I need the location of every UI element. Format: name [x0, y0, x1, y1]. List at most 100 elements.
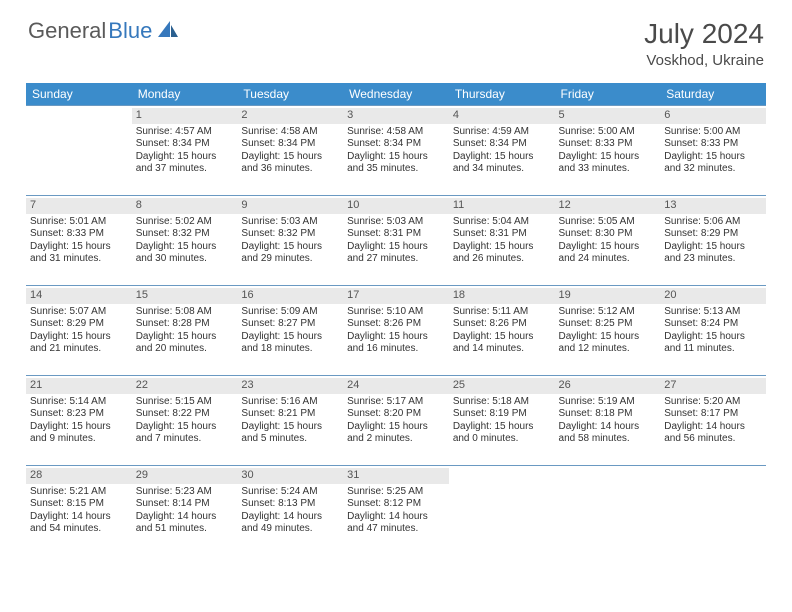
day-cell: 25 Sunrise: 5:18 AMSunset: 8:19 PMDayligh… — [449, 376, 555, 466]
sunset-line: Sunset: 8:32 PM — [241, 228, 339, 241]
day-number-bar: 25 — [449, 378, 555, 394]
sunset-line: Sunset: 8:32 PM — [136, 228, 234, 241]
day-number-bar: 15 — [132, 288, 238, 304]
day-number-bar: 5 — [555, 108, 661, 124]
day-cell: 12Sunrise: 5:05 AMSunset: 8:30 PMDayligh… — [555, 196, 661, 286]
sunset-line: Sunset: 8:34 PM — [347, 138, 445, 151]
day-number: 13 — [664, 199, 676, 211]
sunset-line: Sunset: 8:17 PM — [664, 408, 762, 421]
day-number: 19 — [559, 289, 571, 301]
location-label: Voskhod, Ukraine — [644, 52, 764, 69]
daylight-line: Daylight: 15 hours and 35 minutes. — [347, 151, 445, 176]
sunset-line: Sunset: 8:33 PM — [30, 228, 128, 241]
sunset-line: Sunset: 8:34 PM — [241, 138, 339, 151]
daylight-line: Daylight: 14 hours and 54 minutes. — [30, 511, 128, 536]
weekday-header-row: SundayMondayTuesdayWednesdayThursdayFrid… — [26, 83, 766, 106]
day-number: 16 — [241, 289, 253, 301]
day-number-bar: 2 — [237, 108, 343, 124]
day-number-bar: 12 — [555, 198, 661, 214]
day-cell: 20Sunrise: 5:13 AMSunset: 8:24 PMDayligh… — [660, 286, 766, 376]
day-cell: 28Sunrise: 5:21 AMSunset: 8:15 PMDayligh… — [26, 466, 132, 556]
empty-cell — [660, 466, 766, 556]
day-cell: 17Sunrise: 5:10 AMSunset: 8:26 PMDayligh… — [343, 286, 449, 376]
sunrise-line: Sunrise: 5:18 AM — [453, 396, 551, 409]
sunrise-line: Sunrise: 5:21 AM — [30, 486, 128, 499]
day-cell: 29Sunrise: 5:23 AMSunset: 8:14 PMDayligh… — [132, 466, 238, 556]
weekday-header: Tuesday — [237, 83, 343, 106]
day-cell: 4Sunrise: 4:59 AMSunset: 8:34 PMDaylight… — [449, 106, 555, 196]
day-number: 8 — [136, 199, 142, 211]
day-number-bar: 14 — [26, 288, 132, 304]
empty-cell — [26, 106, 132, 196]
day-number-bar: 4 — [449, 108, 555, 124]
sunrise-line: Sunrise: 5:10 AM — [347, 306, 445, 319]
brand-logo: GeneralBlue — [28, 18, 180, 44]
day-cell: 8Sunrise: 5:02 AMSunset: 8:32 PMDaylight… — [132, 196, 238, 286]
day-number-bar: 17 — [343, 288, 449, 304]
day-number: 21 — [30, 379, 42, 391]
sunset-line: Sunset: 8:19 PM — [453, 408, 551, 421]
sunrise-line: Sunrise: 5:01 AM — [30, 216, 128, 229]
sunset-line: Sunset: 8:18 PM — [559, 408, 657, 421]
sunrise-line: Sunrise: 5:00 AM — [559, 126, 657, 139]
day-number: 1 — [136, 109, 142, 121]
sunset-line: Sunset: 8:22 PM — [136, 408, 234, 421]
day-cell: 6Sunrise: 5:00 AMSunset: 8:33 PMDaylight… — [660, 106, 766, 196]
calendar-table: SundayMondayTuesdayWednesdayThursdayFrid… — [26, 83, 766, 556]
calendar-row: 21Sunrise: 5:14 AMSunset: 8:23 PMDayligh… — [26, 376, 766, 466]
empty-cell — [555, 466, 661, 556]
day-cell: 11Sunrise: 5:04 AMSunset: 8:31 PMDayligh… — [449, 196, 555, 286]
sunset-line: Sunset: 8:14 PM — [136, 498, 234, 511]
sunrise-line: Sunrise: 4:57 AM — [136, 126, 234, 139]
sunrise-line: Sunrise: 5:14 AM — [30, 396, 128, 409]
sunrise-line: Sunrise: 5:09 AM — [241, 306, 339, 319]
sunrise-line: Sunrise: 5:25 AM — [347, 486, 445, 499]
day-number: 31 — [347, 469, 359, 481]
day-number: 6 — [664, 109, 670, 121]
day-number: 25 — [453, 379, 465, 391]
day-number-bar: 20 — [660, 288, 766, 304]
sunset-line: Sunset: 8:28 PM — [136, 318, 234, 331]
day-number: 2 — [241, 109, 247, 121]
day-cell: 15 Sunrise: 5:08 AMSunset: 8:28 PMDayligh… — [132, 286, 238, 376]
day-number: 10 — [347, 199, 359, 211]
daylight-line: Daylight: 15 hours and 34 minutes. — [453, 151, 551, 176]
day-cell: 31Sunrise: 5:25 AMSunset: 8:12 PMDayligh… — [343, 466, 449, 556]
daylight-line: Daylight: 15 hours and 0 minutes. — [453, 421, 551, 446]
day-cell: 16Sunrise: 5:09 AMSunset: 8:27 PMDayligh… — [237, 286, 343, 376]
logo-sail-icon — [156, 19, 180, 44]
sunrise-line: Sunrise: 5:16 AM — [241, 396, 339, 409]
daylight-line: Daylight: 15 hours and 29 minutes. — [241, 241, 339, 266]
sunset-line: Sunset: 8:29 PM — [664, 228, 762, 241]
day-number-bar: 19 — [555, 288, 661, 304]
day-number: 30 — [241, 469, 253, 481]
sunset-line: Sunset: 8:27 PM — [241, 318, 339, 331]
day-cell: 14Sunrise: 5:07 AMSunset: 8:29 PMDayligh… — [26, 286, 132, 376]
daylight-line: Daylight: 15 hours and 20 minutes. — [136, 331, 234, 356]
calendar-row: 1Sunrise: 4:57 AMSunset: 8:34 PMDaylight… — [26, 106, 766, 196]
daylight-line: Daylight: 15 hours and 2 minutes. — [347, 421, 445, 446]
day-number: 7 — [30, 199, 36, 211]
calendar-body: 1Sunrise: 4:57 AMSunset: 8:34 PMDaylight… — [26, 106, 766, 556]
sunrise-line: Sunrise: 5:08 AM — [136, 306, 234, 319]
sunset-line: Sunset: 8:33 PM — [559, 138, 657, 151]
sunset-line: Sunset: 8:26 PM — [347, 318, 445, 331]
day-cell: 26Sunrise: 5:19 AMSunset: 8:18 PMDayligh… — [555, 376, 661, 466]
day-number-bar: 8 — [132, 198, 238, 214]
sunrise-line: Sunrise: 5:07 AM — [30, 306, 128, 319]
daylight-line: Daylight: 15 hours and 21 minutes. — [30, 331, 128, 356]
day-number-bar: 31 — [343, 468, 449, 484]
sunrise-line: Sunrise: 5:24 AM — [241, 486, 339, 499]
day-number-bar: 21 — [26, 378, 132, 394]
calendar-row: 28Sunrise: 5:21 AMSunset: 8:15 PMDayligh… — [26, 466, 766, 556]
sunrise-line: Sunrise: 5:05 AM — [559, 216, 657, 229]
daylight-line: Daylight: 15 hours and 27 minutes. — [347, 241, 445, 266]
sunrise-line: Sunrise: 5:23 AM — [136, 486, 234, 499]
day-cell: 5Sunrise: 5:00 AMSunset: 8:33 PMDaylight… — [555, 106, 661, 196]
day-cell: 19Sunrise: 5:12 AMSunset: 8:25 PMDayligh… — [555, 286, 661, 376]
day-cell: 3Sunrise: 4:58 AMSunset: 8:34 PMDaylight… — [343, 106, 449, 196]
sunrise-line: Sunrise: 5:13 AM — [664, 306, 762, 319]
day-number: 22 — [136, 379, 148, 391]
daylight-line: Daylight: 14 hours and 49 minutes. — [241, 511, 339, 536]
day-number: 17 — [347, 289, 359, 301]
